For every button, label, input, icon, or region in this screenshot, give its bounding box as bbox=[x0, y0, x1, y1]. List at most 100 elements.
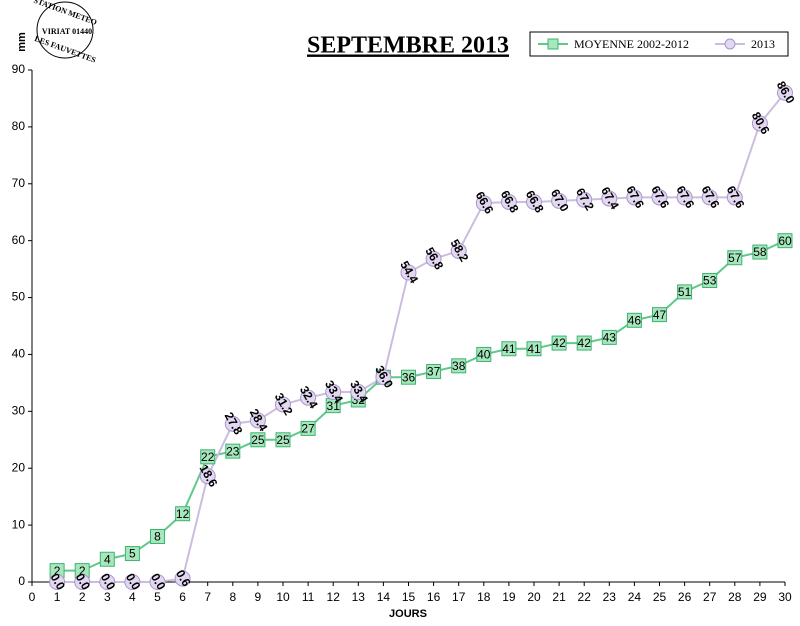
legend-label: 2013 bbox=[751, 37, 775, 51]
y-tick-label: 30 bbox=[12, 404, 26, 418]
point bbox=[701, 189, 718, 206]
point bbox=[576, 335, 592, 351]
data-label: 27 bbox=[301, 422, 315, 436]
data-label: 38 bbox=[452, 359, 466, 373]
point bbox=[400, 264, 417, 281]
point bbox=[275, 396, 291, 413]
point bbox=[777, 84, 793, 101]
y-tick-label: 50 bbox=[12, 290, 26, 304]
data-label: 46 bbox=[628, 313, 642, 327]
point bbox=[451, 358, 467, 374]
point bbox=[249, 412, 266, 429]
data-label: 12 bbox=[176, 507, 190, 521]
x-tick-label: 23 bbox=[603, 590, 617, 604]
x-tick-label: 22 bbox=[578, 590, 592, 604]
point bbox=[300, 420, 316, 436]
x-tick-label: 29 bbox=[753, 590, 767, 604]
point bbox=[99, 574, 116, 590]
data-label: 5 bbox=[129, 547, 136, 561]
data-label: 31 bbox=[327, 399, 341, 413]
x-tick-label: 28 bbox=[728, 590, 742, 604]
data-label: 42 bbox=[578, 336, 592, 350]
point bbox=[551, 335, 567, 351]
x-tick-label: 18 bbox=[477, 590, 491, 604]
data-label: 47 bbox=[653, 308, 667, 322]
point bbox=[651, 189, 668, 206]
data-label: 43 bbox=[603, 331, 617, 345]
point bbox=[476, 346, 492, 362]
data-label: 36 bbox=[402, 370, 416, 384]
y-tick-label: 70 bbox=[12, 176, 26, 190]
x-tick-label: 5 bbox=[154, 590, 161, 604]
x-tick-label: 25 bbox=[653, 590, 667, 604]
x-tick-label: 19 bbox=[502, 590, 516, 604]
data-label: 41 bbox=[527, 342, 541, 356]
data-label: 4 bbox=[104, 552, 111, 566]
point bbox=[224, 415, 241, 432]
y-tick-label: 0 bbox=[18, 574, 25, 588]
data-label: 51 bbox=[678, 285, 692, 299]
y-tick-label: 20 bbox=[12, 460, 26, 474]
point bbox=[501, 341, 517, 357]
point bbox=[124, 546, 140, 562]
point bbox=[726, 189, 743, 206]
y-axis-label: mm bbox=[16, 32, 28, 52]
point bbox=[500, 193, 517, 210]
point bbox=[777, 233, 793, 249]
x-tick-label: 1 bbox=[54, 590, 61, 604]
legend-marker bbox=[724, 38, 736, 50]
data-label: 37 bbox=[427, 365, 441, 379]
point bbox=[576, 191, 593, 208]
legend-label: MOYENNE 2002-2012 bbox=[574, 37, 689, 51]
x-tick-label: 0 bbox=[29, 590, 36, 604]
point bbox=[526, 341, 542, 357]
point bbox=[601, 329, 617, 345]
data-label: 53 bbox=[703, 274, 717, 288]
point bbox=[375, 369, 392, 386]
point bbox=[74, 574, 91, 590]
data-label: 25 bbox=[276, 433, 290, 447]
x-tick-label: 6 bbox=[179, 590, 186, 604]
x-tick-label: 8 bbox=[229, 590, 236, 604]
point bbox=[174, 570, 191, 587]
point bbox=[450, 242, 467, 259]
x-tick-label: 27 bbox=[703, 590, 717, 604]
data-label: 42 bbox=[552, 336, 566, 350]
x-tick-label: 30 bbox=[778, 590, 792, 604]
data-label: 60 bbox=[778, 234, 792, 248]
y-tick-label: 10 bbox=[12, 517, 26, 531]
x-tick-label: 17 bbox=[452, 590, 466, 604]
data-label: 58 bbox=[753, 245, 767, 259]
data-label: 25 bbox=[251, 433, 265, 447]
point bbox=[425, 250, 442, 267]
x-tick-label: 12 bbox=[327, 590, 341, 604]
data-label: 2 bbox=[79, 564, 86, 578]
point bbox=[250, 432, 266, 448]
x-axis-label: JOURS bbox=[389, 608, 427, 620]
x-tick-label: 14 bbox=[377, 590, 391, 604]
point bbox=[225, 443, 241, 459]
point bbox=[727, 250, 743, 266]
data-label: 23 bbox=[226, 444, 240, 458]
y-tick-label: 80 bbox=[12, 119, 26, 133]
chart-title: SEPTEMBRE 2013 bbox=[307, 33, 509, 59]
point bbox=[124, 574, 141, 590]
point bbox=[475, 195, 492, 212]
x-tick-label: 3 bbox=[104, 590, 111, 604]
stamp-line: VIRIAT 01440 bbox=[42, 27, 92, 36]
point bbox=[49, 574, 66, 590]
point bbox=[677, 284, 693, 300]
point bbox=[325, 383, 342, 400]
point bbox=[551, 192, 568, 209]
point bbox=[626, 312, 642, 328]
y-tick-label: 90 bbox=[12, 62, 26, 76]
x-tick-label: 10 bbox=[276, 590, 290, 604]
x-tick-label: 21 bbox=[552, 590, 566, 604]
point bbox=[149, 574, 166, 590]
point bbox=[300, 389, 317, 406]
legend-marker bbox=[547, 38, 559, 50]
data-label: 57 bbox=[728, 251, 742, 265]
point bbox=[99, 551, 115, 567]
data-label: 2 bbox=[54, 564, 61, 578]
